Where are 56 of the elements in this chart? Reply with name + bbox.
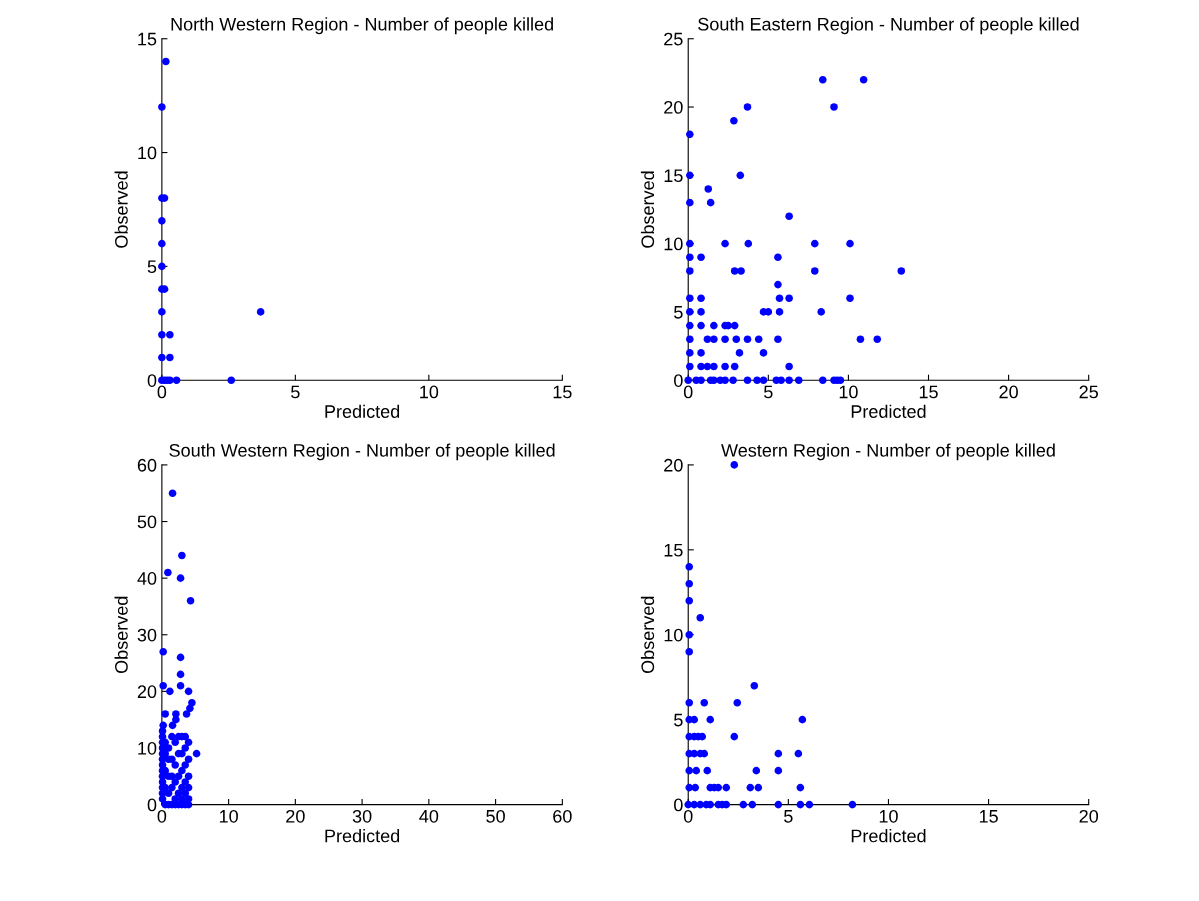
chart-title: North Western Region - Number of people killed	[171, 17, 553, 35]
y-tick-label: 25	[664, 32, 683, 46]
chart-title: South Eastern Region - Number of people killed	[698, 17, 1079, 35]
x-tick-label: 15	[919, 385, 938, 399]
y-tick-label: 0	[147, 798, 157, 812]
x-tick-label: 5	[764, 385, 773, 399]
y-tick-label: 5	[674, 713, 683, 727]
y-tick-label: 60	[137, 458, 157, 472]
x-axis-title: Predicted	[325, 829, 400, 843]
x-tick-label: 0	[157, 809, 167, 823]
y-tick-label: 0	[147, 374, 157, 387]
chart-title: Western Region - Number of people killed	[721, 443, 1055, 461]
y-tick-label: 5	[147, 260, 157, 274]
y-tick-label: 50	[137, 515, 157, 529]
y-tick-label: 0	[674, 798, 683, 812]
x-tick-label: 5	[291, 385, 300, 399]
y-tick-label: 30	[137, 628, 157, 642]
y-tick-label: 10	[664, 628, 683, 642]
y-tick-label: 0	[674, 374, 683, 387]
x-tick-label: 30	[352, 809, 372, 823]
x-tick-label: 15	[979, 810, 998, 823]
x-tick-label: 0	[683, 385, 693, 399]
y-tick-label: 10	[138, 146, 157, 160]
x-tick-label: 0	[157, 385, 167, 399]
y-tick-label: 40	[137, 572, 157, 585]
x-tick-label: 25	[1079, 385, 1098, 399]
y-axis-title: Observed	[114, 171, 128, 248]
x-tick-label: 10	[420, 385, 439, 399]
x-tick-label: 10	[879, 809, 898, 823]
x-tick-label: 20	[1079, 809, 1099, 823]
x-tick-label: 50	[486, 809, 505, 823]
x-tick-label: 10	[219, 809, 238, 823]
y-axis-title: Observed	[640, 596, 655, 674]
y-axis-title: Observed	[114, 596, 128, 674]
y-tick-label: 15	[138, 32, 157, 46]
x-tick-label: 0	[683, 809, 693, 823]
y-tick-label: 20	[664, 100, 683, 114]
y-tick-label: 10	[664, 237, 683, 251]
x-tick-label: 20	[286, 809, 305, 823]
x-axis-title: Predicted	[851, 829, 926, 843]
y-tick-label: 20	[137, 685, 157, 699]
x-axis-title: Predicted	[851, 404, 926, 418]
x-axis-title: Predicted	[325, 404, 400, 418]
x-tick-label: 15	[553, 385, 572, 399]
y-tick-label: 15	[664, 543, 683, 557]
y-tick-label: 20	[664, 458, 683, 472]
x-tick-label: 20	[999, 385, 1018, 399]
y-tick-label: 10	[138, 741, 157, 755]
chart-title: South Western Region - Number of people killed	[169, 443, 555, 461]
y-tick-label: 15	[664, 169, 683, 183]
x-tick-label: 40	[419, 809, 439, 823]
y-tick-label: 5	[674, 306, 683, 319]
x-tick-label: 10	[839, 385, 858, 399]
x-tick-label: 5	[784, 810, 793, 823]
x-tick-label: 60	[553, 809, 572, 823]
y-axis-title: Observed	[640, 171, 655, 248]
